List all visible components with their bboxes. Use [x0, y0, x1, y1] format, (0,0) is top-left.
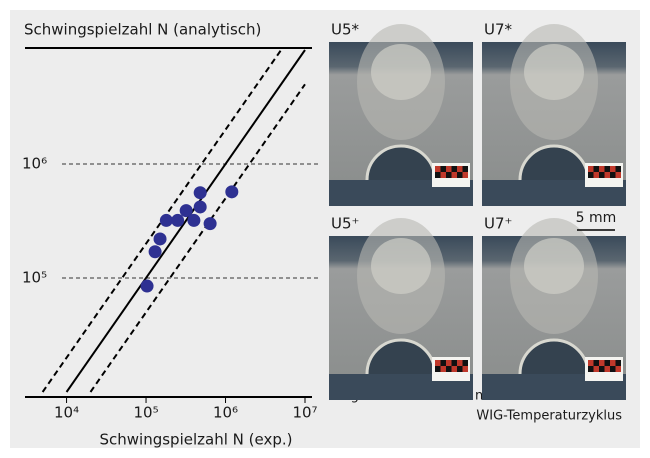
- data-point: [159, 213, 173, 227]
- scale-check: [615, 166, 621, 172]
- x-tick-label: 10⁵: [133, 404, 158, 422]
- hole-arc: [518, 144, 590, 181]
- scale-check: [440, 360, 446, 366]
- data-point: [193, 200, 207, 214]
- scale-check: [446, 366, 452, 372]
- scale-check: [610, 366, 616, 372]
- scale-check: [604, 166, 610, 172]
- scale-check: [615, 172, 621, 178]
- scale-check: [446, 172, 452, 178]
- data-point: [187, 213, 201, 227]
- photo-label: U7⁺: [484, 215, 512, 233]
- scale-check: [435, 172, 441, 178]
- scale-check: [457, 366, 463, 372]
- data-point: [179, 204, 193, 218]
- scale-check: [457, 166, 463, 172]
- scale-check: [599, 172, 605, 178]
- photo-label: U5⁺: [331, 215, 359, 233]
- scale-check: [457, 360, 463, 366]
- x-tick-label: 10⁷: [292, 404, 317, 422]
- scale-check: [451, 166, 457, 172]
- data-point: [140, 279, 154, 293]
- weld-core: [524, 238, 584, 294]
- hole-arc: [365, 144, 437, 181]
- data-point: [225, 185, 239, 199]
- scale-label: 5 mm: [576, 210, 617, 226]
- hole-arc: [365, 338, 437, 375]
- scale-check: [462, 166, 468, 172]
- data-point: [153, 232, 167, 246]
- scale-check: [440, 166, 446, 172]
- x-axis-label: Schwingspielzahl N (exp.): [100, 431, 293, 449]
- scale-check: [451, 366, 457, 372]
- data-point: [203, 217, 217, 231]
- x-tick-label: 10⁴: [54, 404, 79, 422]
- scale-check: [610, 166, 616, 172]
- scale-check: [462, 360, 468, 366]
- weld-core: [524, 44, 584, 100]
- scale-check: [440, 366, 446, 372]
- scale-check: [440, 172, 446, 178]
- scale-check: [593, 172, 599, 178]
- scale-check: [588, 166, 594, 172]
- scale-check: [451, 360, 457, 366]
- data-point: [171, 213, 185, 227]
- scale-check: [588, 360, 594, 366]
- reference-line: [89, 83, 306, 393]
- scale-check: [435, 360, 441, 366]
- scale-check: [588, 172, 594, 178]
- scale-check: [593, 360, 599, 366]
- weld-core: [371, 238, 431, 294]
- scale-check: [446, 360, 452, 366]
- reference-line: [65, 49, 306, 393]
- photo-label: U7*: [484, 21, 513, 39]
- data-point: [193, 186, 207, 200]
- scale-check: [451, 172, 457, 178]
- weld-core: [371, 44, 431, 100]
- scale-check: [604, 172, 610, 178]
- scale-check: [610, 360, 616, 366]
- scale-check: [462, 172, 468, 178]
- x-tick-label: 10⁶: [213, 404, 238, 422]
- scale-check: [599, 360, 605, 366]
- scale-check: [599, 366, 605, 372]
- scale-check: [615, 360, 621, 366]
- scale-check: [462, 366, 468, 372]
- photo-label: U5*: [331, 21, 360, 39]
- scale-check: [593, 166, 599, 172]
- scale-check: [610, 172, 616, 178]
- data-point: [148, 245, 162, 259]
- hole-arc: [518, 338, 590, 375]
- y-tick-label: 10⁶: [22, 155, 47, 173]
- scale-check: [446, 166, 452, 172]
- scale-check: [593, 366, 599, 372]
- footnote: WIG-Temperaturzyklus: [476, 409, 622, 424]
- y-axis-label: Schwingspielzahl N (analytisch): [24, 21, 261, 39]
- scale-check: [435, 166, 441, 172]
- scale-check: [604, 360, 610, 366]
- scale-check: [599, 166, 605, 172]
- scale-check: [457, 172, 463, 178]
- scale-check: [615, 366, 621, 372]
- y-tick-label: 10⁵: [22, 269, 47, 287]
- scale-check: [435, 366, 441, 372]
- scale-check: [604, 366, 610, 372]
- scale-check: [588, 366, 594, 372]
